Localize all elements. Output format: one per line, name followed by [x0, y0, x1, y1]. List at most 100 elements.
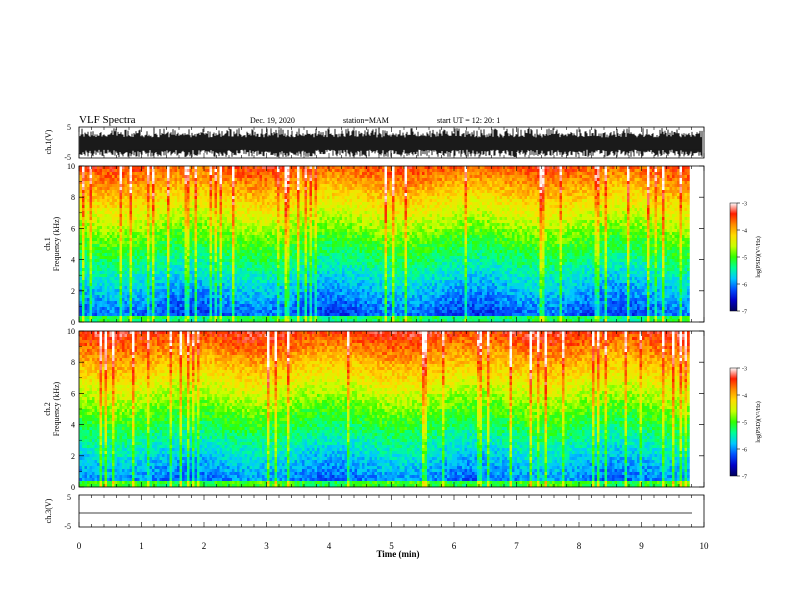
- ch1-spectrogram-cell: [239, 247, 243, 251]
- ch1-spectrogram-cell: [229, 220, 233, 224]
- ch1-spectrogram-cell: [177, 259, 180, 263]
- ch1-spectrogram-cell: [264, 190, 268, 194]
- ch1-waveform-panel: 5 -5 ch.1(V): [44, 123, 705, 162]
- ch1-spectrogram-cell: [202, 313, 205, 317]
- ch1-spectrogram-cell: [307, 256, 310, 260]
- ch1-spectrogram-cell: [124, 193, 128, 197]
- ch1-spectrogram-cell: [129, 199, 133, 203]
- ch1-spectrogram-cell: [219, 280, 223, 284]
- ch1-spectrogram-cell: [94, 202, 98, 206]
- ch1-spectrogram-cell: [172, 244, 175, 248]
- ch1-spectrogram-cell: [144, 265, 148, 269]
- ch1-spectrogram-cell: [127, 169, 130, 173]
- ch1-spectrogram-cell: [104, 211, 108, 215]
- ch1-spectrogram-cell: [159, 253, 163, 257]
- ch1-spectrogram-cell: [287, 232, 290, 236]
- ch1-spectrogram-cell: [254, 295, 258, 299]
- ch1-spectrogram-cell: [267, 208, 270, 212]
- ch1-spectrogram-cell: [242, 280, 245, 284]
- ch1-spectrogram-cell: [244, 190, 248, 194]
- ch1-spectrogram-cell: [212, 262, 215, 266]
- ch1-spectrogram-cell: [249, 247, 253, 251]
- ch1-spectrogram-cell: [307, 250, 310, 254]
- ch1-spectrogram-cell: [214, 280, 218, 284]
- ch1-spectrogram-cell: [122, 214, 125, 218]
- ch1-spectrogram-cell: [89, 289, 93, 293]
- ch1-spectrogram-cell: [152, 229, 155, 233]
- ch1-spectrogram-cell: [187, 262, 190, 266]
- ch1-spectrogram-cell: [197, 238, 200, 242]
- ch1-spectrogram-cell: [252, 310, 255, 314]
- ch1-spectrogram-cell: [87, 307, 90, 311]
- ch1-spectrogram-cell: [142, 241, 145, 245]
- ch1-spectrogram-cell: [197, 187, 200, 191]
- ch1-spectrogram-cell: [217, 262, 220, 266]
- ch1-spectrogram-cell: [102, 178, 105, 182]
- ch1-spectrogram-cell: [289, 214, 293, 218]
- ch1-spectrogram-cell: [149, 178, 153, 182]
- ch1-spectrogram-cell: [289, 310, 293, 314]
- ch1-spectrogram-cell: [309, 295, 313, 299]
- ch1-spectrogram-cell: [294, 289, 298, 293]
- ch1-spectrogram-cell: [89, 298, 93, 302]
- ch1-spectrogram-cell: [202, 211, 205, 215]
- ch1-spectrogram-cell: [314, 241, 318, 245]
- ch1-spectrogram-cell: [117, 244, 120, 248]
- ch1-spectrogram-cell: [87, 169, 90, 173]
- ch1-spectrogram-cell: [109, 190, 113, 194]
- ch1-spectrogram-cell: [99, 304, 103, 308]
- ch1-spectrogram-cell: [289, 205, 293, 209]
- ch1-spectrogram-cell: [282, 316, 285, 320]
- ch1-spectrogram-cell: [84, 211, 88, 215]
- ch1-spectrogram-cell: [232, 262, 235, 266]
- ch1-spectrogram-cell: [239, 289, 243, 293]
- ch1-spectrogram-cell: [79, 301, 83, 305]
- ch1-spectrogram-cell: [87, 196, 90, 200]
- ch1-spectrogram-cell: [79, 295, 83, 299]
- ch1-spectrogram-cell: [127, 247, 130, 251]
- ch1-spectrogram-cell: [204, 229, 208, 233]
- ch1-spectrogram-cell: [114, 262, 118, 266]
- ch1-spectrogram-cell: [202, 277, 205, 281]
- ch1-spectrogram-cell: [104, 274, 108, 278]
- ch1-spectrogram-cell: [124, 307, 128, 311]
- ch1-spectrogram-cell: [232, 283, 235, 287]
- ch1-spectrogram-cell: [254, 232, 258, 236]
- ch1-spectrogram-cell: [222, 196, 225, 200]
- ch1-spectrogram-cell: [84, 220, 88, 224]
- ch1-spectrogram-cell: [262, 283, 265, 287]
- ch1-spectrogram-cell: [267, 280, 270, 284]
- ch1-spectrogram-cell: [149, 166, 153, 170]
- ch1-spectrogram-cell: [177, 292, 180, 296]
- ch1-spectrogram-cell: [204, 226, 208, 230]
- ch1-spectrogram-cell: [267, 289, 270, 293]
- ch1-spectrogram-cell: [204, 307, 208, 311]
- ch1-spectrogram-cell: [259, 238, 263, 242]
- ch1-spectrogram-cell: [242, 175, 245, 179]
- ch1-spectrogram-cell: [312, 316, 315, 320]
- ch1-spectrogram-cell: [132, 178, 135, 182]
- ch1-spectrogram-cell: [149, 277, 153, 281]
- ch1-spectrogram-cell: [147, 229, 150, 233]
- ch1-spectrogram-cell: [129, 298, 133, 302]
- ch1-spectrogram-cell: [297, 262, 300, 266]
- ch1-spectrogram-cell: [179, 178, 183, 182]
- ch1-spectrogram-cell: [192, 280, 195, 284]
- ch1-spectrogram-cell: [234, 256, 238, 260]
- ch1-spectrogram-cell: [134, 289, 138, 293]
- ch1-spectrogram-cell: [272, 181, 275, 185]
- ch1-spectrogram-cell: [277, 292, 280, 296]
- ch1-spectrogram-cell: [312, 208, 315, 212]
- ch1-spectrogram-cell: [107, 271, 110, 275]
- ch1-spectrogram-cell: [244, 196, 248, 200]
- ch1-spectrogram-cell: [89, 304, 93, 308]
- ch1-spectrogram-cell: [127, 310, 130, 314]
- ch1-spectrogram-cell: [252, 187, 255, 191]
- ch1-spectrogram-cell: [134, 268, 138, 272]
- ch1-spectrogram-cell: [104, 196, 108, 200]
- ch1-spectrogram-cell: [264, 202, 268, 206]
- ch1-spectrogram-cell: [119, 238, 123, 242]
- ch1-spectrogram-cell: [124, 268, 128, 272]
- ch1-spectrogram-cell: [304, 265, 308, 269]
- ch1-spectrogram-cell: [257, 271, 260, 275]
